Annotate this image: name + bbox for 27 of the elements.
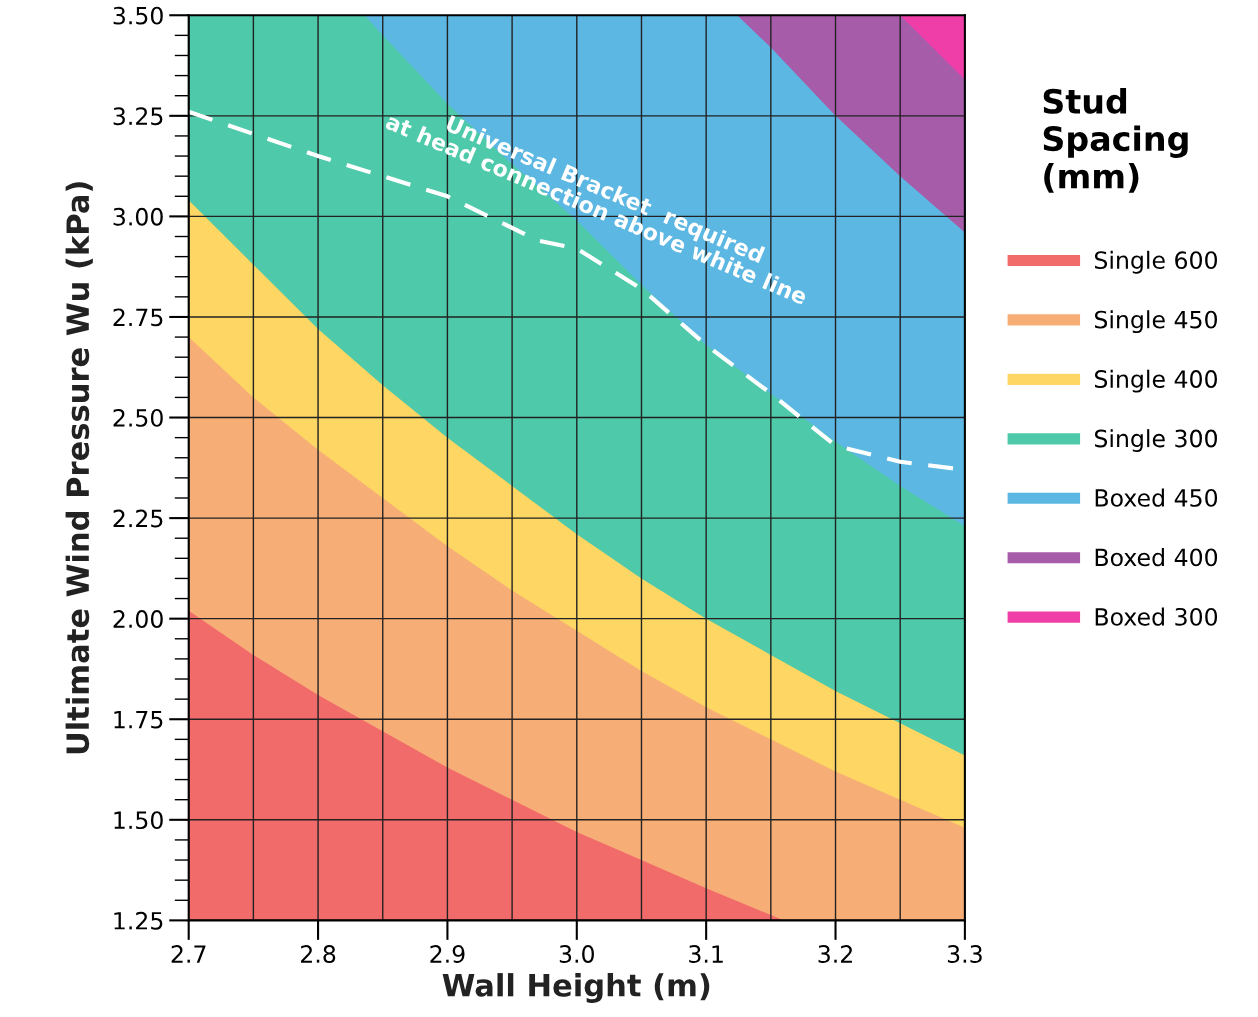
legend-label: Boxed 450 (1095, 488, 1218, 507)
y-tick-label: 3.00 (113, 207, 163, 226)
legend-label: Single 450 (1094, 310, 1218, 334)
legend-label: Single 600 (1094, 250, 1218, 274)
x-tick-label: 3.3 (947, 945, 982, 963)
y-tick-label: 3.25 (113, 107, 163, 126)
legend-title: Stud Spacing (mm) (1043, 88, 1188, 193)
y-tick-label: 2.50 (113, 408, 163, 427)
y-tick-label: 2.25 (113, 509, 163, 528)
legend-label: Single 400 (1094, 369, 1218, 393)
y-tick-label: 1.25 (114, 911, 163, 930)
x-tick-label: 2.7 (171, 945, 206, 963)
x-tick-label: 3.1 (689, 945, 723, 963)
x-tick-label: 3.2 (818, 945, 852, 963)
legend-label: Single 300 (1094, 429, 1218, 452)
x-axis-title: Wall Height (m) (442, 973, 710, 1003)
x-tick-label: 2.8 (301, 945, 336, 963)
legend-label: Boxed 300 (1095, 607, 1218, 626)
y-tick-label: 1.75 (114, 711, 163, 729)
y-axis-title: Ultimate Wind Pressure Wu (kPa) (65, 182, 93, 754)
x-tick-label: 2.9 (430, 945, 465, 963)
x-tick-label: 3.0 (559, 945, 594, 963)
legend-label: Boxed 400 (1095, 548, 1218, 567)
y-tick-label: 2.00 (113, 610, 163, 628)
y-tick-label: 2.75 (113, 308, 163, 327)
y-tick-label: 1.50 (114, 811, 163, 830)
y-tick-label: 3.50 (113, 6, 163, 25)
